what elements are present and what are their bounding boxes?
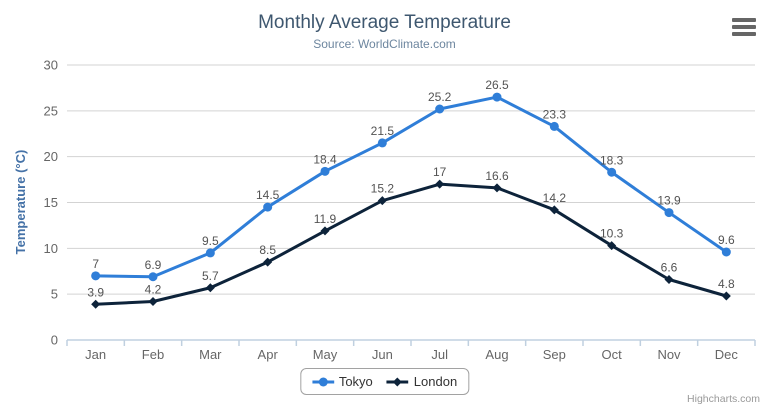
data-point-tokyo[interactable]: [721, 247, 731, 257]
data-label-tokyo: 21.5: [371, 124, 395, 138]
data-label-london: 4.8: [718, 277, 735, 291]
data-point-tokyo[interactable]: [377, 138, 387, 148]
hamburger-bar: [732, 25, 756, 29]
y-axis-label: 15: [44, 195, 58, 210]
x-axis-label: Aug: [485, 347, 508, 362]
legend-item-london[interactable]: London: [386, 374, 458, 389]
data-point-tokyo[interactable]: [664, 208, 674, 218]
x-axis-label: Sep: [543, 347, 566, 362]
data-point-london[interactable]: [320, 226, 330, 236]
data-label-london: 16.6: [485, 169, 509, 183]
data-point-london[interactable]: [91, 299, 101, 309]
data-label-tokyo: 25.2: [428, 90, 452, 104]
data-label-london: 17: [433, 165, 447, 179]
data-point-london[interactable]: [721, 291, 731, 301]
data-label-london: 3.9: [87, 285, 104, 299]
x-axis-label: Apr: [258, 347, 279, 362]
data-point-tokyo[interactable]: [320, 166, 330, 176]
data-label-london: 4.2: [145, 283, 162, 297]
series-line-london[interactable]: [94, 182, 728, 306]
chart-subtitle: Source: WorldClimate.com: [313, 37, 456, 51]
data-label-london: 15.2: [371, 182, 395, 196]
data-point-tokyo[interactable]: [205, 248, 215, 258]
x-axis-label: Jan: [85, 347, 106, 362]
data-point-london[interactable]: [664, 275, 674, 284]
y-axis-title: Temperature (°C): [13, 150, 28, 255]
data-point-london[interactable]: [377, 196, 387, 206]
y-axis-label: 5: [51, 287, 58, 302]
data-label-london: 10.3: [600, 227, 624, 241]
series-line-tokyo[interactable]: [94, 95, 728, 279]
x-axis-label: Feb: [142, 347, 164, 362]
data-point-tokyo[interactable]: [607, 167, 617, 177]
data-point-london[interactable]: [435, 179, 445, 189]
x-axis-label: May: [313, 347, 338, 362]
data-label-london: 11.9: [314, 212, 337, 226]
legend-label-tokyo: Tokyo: [338, 374, 373, 389]
data-label-tokyo: 9.5: [202, 234, 219, 248]
y-axis-label: 0: [51, 333, 58, 348]
y-axis-label: 10: [44, 241, 58, 256]
data-label-tokyo: 7: [92, 257, 99, 271]
y-axis-label: 20: [44, 149, 58, 164]
data-point-london[interactable]: [492, 183, 502, 193]
data-label-tokyo: 14.5: [256, 188, 280, 202]
data-point-tokyo[interactable]: [91, 271, 101, 281]
data-point-london[interactable]: [205, 283, 215, 293]
data-point-tokyo[interactable]: [263, 202, 273, 212]
y-axis-label: 25: [44, 103, 58, 118]
data-label-london: 6.6: [661, 261, 678, 275]
data-label-tokyo: 18.4: [313, 152, 337, 166]
x-axis-label: Oct: [602, 347, 623, 362]
data-label-london: 8.5: [259, 243, 276, 257]
hamburger-bar: [732, 32, 756, 36]
data-point-london[interactable]: [263, 257, 273, 267]
x-axis-label: Mar: [199, 347, 222, 362]
data-label-tokyo: 26.5: [485, 78, 509, 92]
data-point-tokyo[interactable]: [492, 92, 502, 102]
chart-title: Monthly Average Temperature: [258, 12, 511, 33]
data-point-tokyo[interactable]: [549, 121, 559, 131]
data-point-london[interactable]: [607, 241, 617, 251]
data-point-london[interactable]: [549, 205, 559, 215]
data-point-tokyo[interactable]: [435, 104, 445, 114]
legend-item-tokyo[interactable]: Tokyo: [311, 374, 373, 389]
data-label-tokyo: 23.3: [543, 107, 567, 121]
data-label-tokyo: 13.9: [657, 194, 681, 208]
legend-marker-tokyo: [311, 377, 334, 386]
y-axis-label: 30: [44, 58, 58, 73]
data-label-london: 5.7: [202, 269, 219, 283]
data-point-london[interactable]: [148, 297, 158, 306]
data-label-tokyo: 18.3: [600, 153, 624, 167]
x-axis-label: Jun: [372, 347, 393, 362]
legend-marker-london: [386, 377, 409, 386]
hamburger-bar: [732, 18, 756, 22]
data-point-tokyo[interactable]: [148, 272, 158, 282]
data-label-tokyo: 6.9: [145, 258, 162, 272]
legend: Tokyo London: [299, 368, 470, 395]
x-axis-label: Nov: [657, 347, 681, 362]
x-axis-label: Jul: [431, 347, 448, 362]
hamburger-icon[interactable]: [732, 16, 758, 38]
credits-link[interactable]: Highcharts.com: [687, 393, 760, 405]
data-label-london: 14.2: [543, 191, 567, 205]
x-axis-label: Dec: [715, 347, 739, 362]
data-label-tokyo: 9.6: [718, 233, 735, 247]
legend-label-london: London: [413, 374, 458, 389]
